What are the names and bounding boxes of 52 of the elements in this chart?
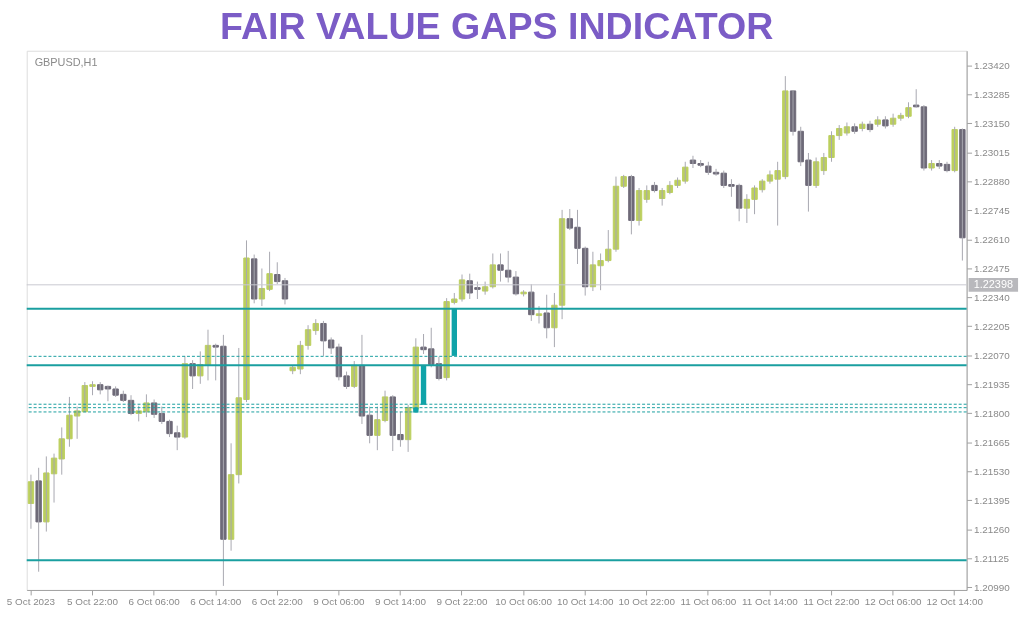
candlestick — [628, 174, 635, 235]
chart-title: FAIR VALUE GAPS INDICATOR — [220, 4, 774, 47]
y-tick-label: 1.22745 — [974, 204, 1011, 216]
candlestick — [520, 289, 527, 297]
candlestick — [851, 122, 858, 135]
candlestick — [959, 128, 966, 262]
candlestick — [859, 121, 866, 132]
x-tick-label: 5 Oct 22:00 — [67, 596, 119, 608]
x-tick-label: 6 Oct 22:00 — [251, 596, 304, 608]
y-tick-label: 1.23150 — [974, 117, 1011, 129]
candlestick — [928, 159, 935, 172]
y-tick-label: 1.21260 — [974, 523, 1011, 535]
candlestick — [250, 254, 258, 304]
x-tick-label: 6 Oct 06:00 — [128, 596, 181, 608]
y-tick-label: 1.23015 — [974, 146, 1011, 158]
y-tick-label: 1.21395 — [974, 494, 1011, 506]
x-tick-label: 11 Oct 06:00 — [680, 596, 737, 608]
candlestick — [651, 181, 658, 193]
y-tick-label: 1.21530 — [974, 465, 1011, 477]
y-tick-label: 1.22070 — [974, 349, 1011, 361]
y-tick-label: 1.20990 — [974, 581, 1011, 593]
x-tick-label: 10 Oct 06:00 — [495, 596, 553, 608]
candlestick — [35, 467, 42, 573]
candlestick — [874, 115, 881, 128]
candlestick — [351, 360, 358, 389]
y-tick-label: 1.21935 — [974, 378, 1011, 390]
x-tick-label: 9 Oct 14:00 — [374, 596, 427, 608]
candlestick — [951, 126, 958, 173]
annotation: GBPUSD,H1 — [34, 55, 98, 68]
x-tick-label: 5 Oct 2023 — [6, 596, 56, 608]
x-tick-label: 6 Oct 14:00 — [190, 596, 242, 608]
y-tick-label: 1.21665 — [974, 436, 1011, 448]
y-tick-label: 1.22205 — [974, 320, 1011, 332]
y-tick-label: 1.21800 — [974, 407, 1011, 419]
x-tick-label: 11 Oct 22:00 — [803, 596, 860, 608]
y-tick-label: 1.22475 — [974, 262, 1011, 274]
candlestick — [543, 294, 550, 339]
x-tick-label: 12 Oct 14:00 — [926, 596, 984, 608]
x-tick-label: 9 Oct 22:00 — [436, 596, 489, 608]
x-tick-label: 12 Oct 06:00 — [864, 596, 922, 608]
y-tick-label: 1.22880 — [974, 175, 1011, 187]
x-tick-label: 10 Oct 14:00 — [556, 596, 614, 608]
y-tick-label: 1.22610 — [974, 233, 1011, 245]
y-tick-label: 1.21125 — [974, 552, 1010, 564]
x-tick-label: 11 Oct 14:00 — [742, 596, 799, 608]
x-tick-label: 9 Oct 06:00 — [313, 596, 365, 608]
x-tick-label: 10 Oct 22:00 — [618, 596, 676, 608]
y-tick-label: 1.23285 — [974, 88, 1011, 100]
y-tick-label: 1.23420 — [974, 59, 1011, 71]
y-tick-label: 1.22340 — [974, 291, 1011, 303]
candlestick — [882, 115, 889, 129]
ref-line-label: 1.22398 — [973, 277, 1013, 290]
